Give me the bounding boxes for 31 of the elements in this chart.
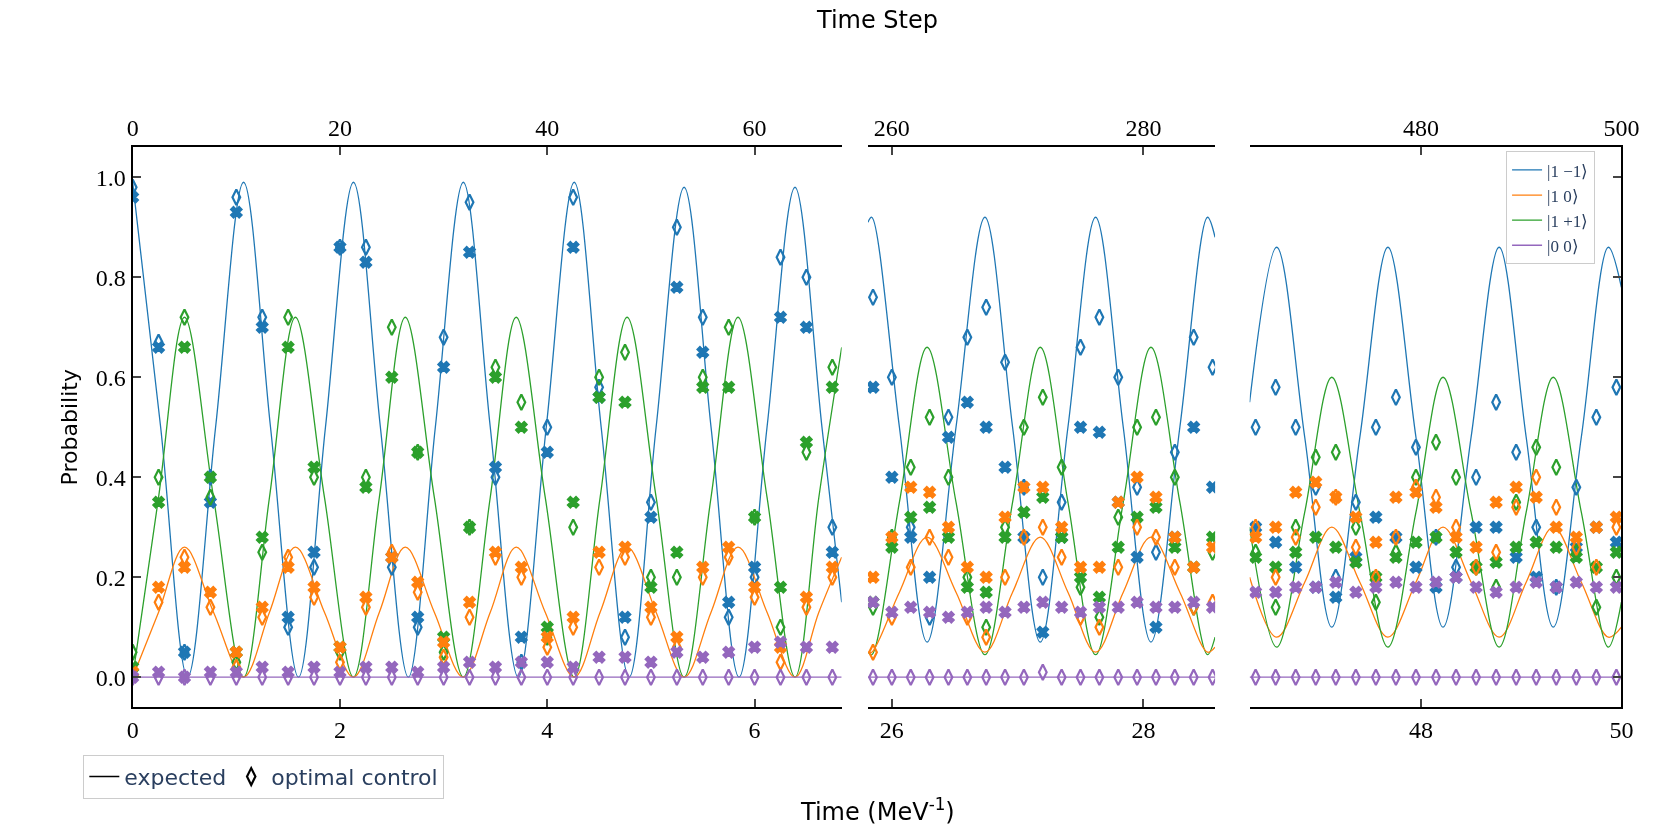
x2-axis-title: Time Step (816, 6, 939, 34)
text: expected (124, 765, 227, 791)
x-tick-label: 50 (1609, 717, 1634, 743)
x2-tick-label: 480 (1402, 114, 1439, 141)
x-tick-label: 4 (541, 717, 554, 743)
x2-tick-label: 60 (742, 114, 767, 141)
x2-tick-label: 500 (1603, 114, 1640, 141)
y-tick-label: 1.0 (95, 164, 126, 191)
x-tick-label: 26 (879, 717, 904, 743)
legend-label: |1 +1⟩ (1547, 211, 1589, 231)
x2-tick-label: 40 (535, 114, 560, 141)
x2-tick-label: 280 (1125, 114, 1162, 141)
y-tick-label: 0.4 (95, 464, 126, 491)
y-tick-label: 0.6 (95, 364, 126, 391)
x-axis-title: Time (MeV$^{-1}$) (800, 794, 955, 827)
y-axis-title: Probability (57, 369, 83, 486)
x-tick-label: 28 (1131, 717, 1156, 743)
text: optimal control (271, 765, 438, 791)
x-tick-label: 48 (1408, 717, 1433, 743)
x-tick-label: 2 (333, 717, 346, 743)
x-tick-label: 6 (748, 717, 761, 743)
x2-tick-label: 20 (327, 114, 352, 141)
legend-label: |1 0⟩ (1547, 186, 1579, 206)
legend-label: |1 −1⟩ (1547, 161, 1589, 181)
y-tick-label: 0.8 (95, 264, 126, 291)
legend-label: |0 0⟩ (1547, 236, 1579, 256)
y-tick-label: 0.0 (95, 664, 126, 691)
x2-tick-label: 0 (126, 114, 139, 141)
y-tick-label: 0.2 (95, 564, 126, 591)
x-tick-label: 0 (126, 717, 139, 743)
x2-tick-label: 260 (873, 114, 910, 141)
